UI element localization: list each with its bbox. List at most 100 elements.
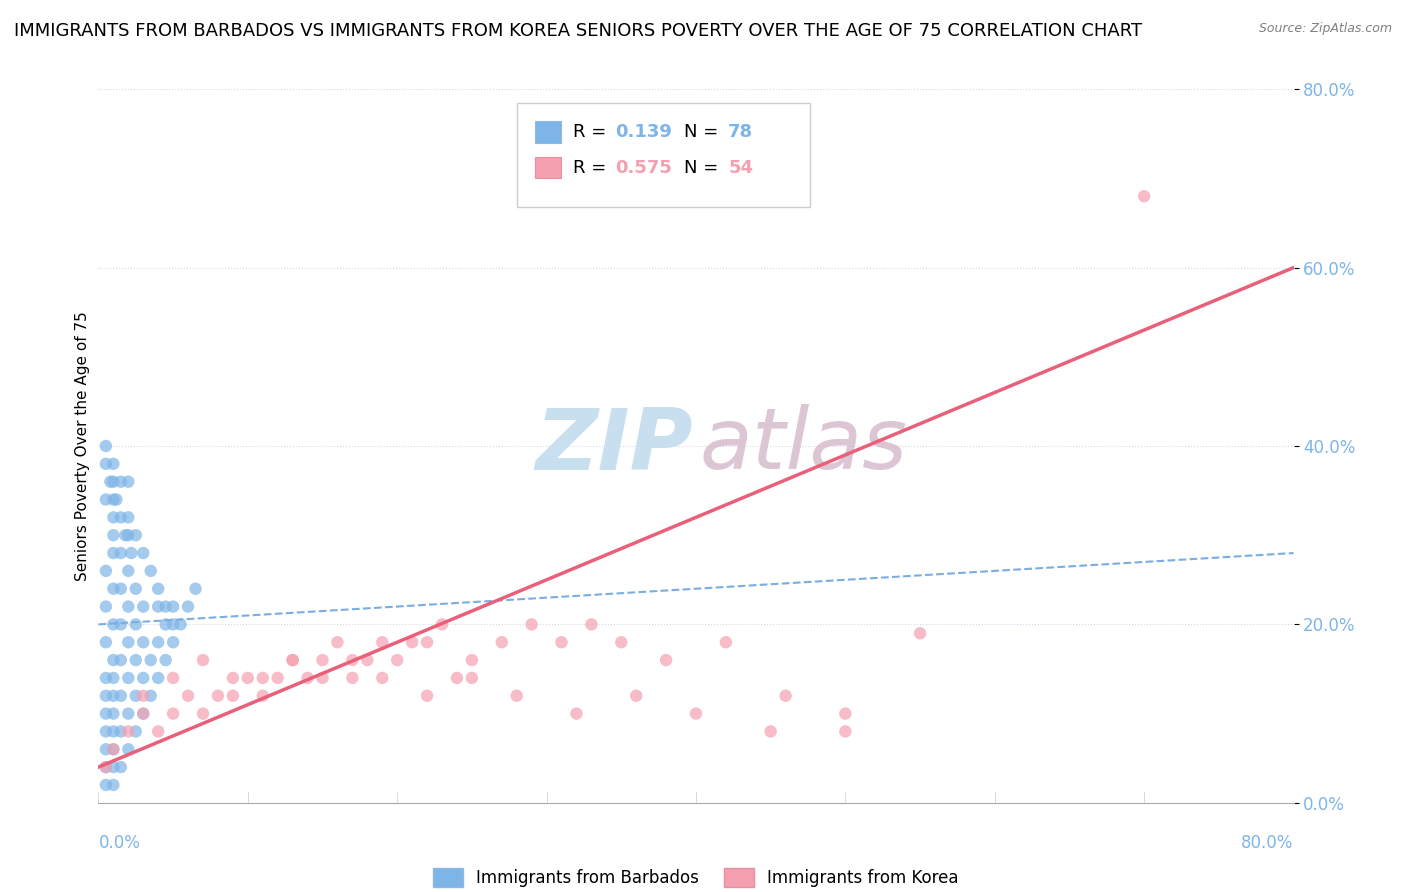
- Point: [120, 546, 142, 560]
- Point: [117, 724, 139, 739]
- Point: [94, 760, 117, 774]
- Point: [117, 635, 139, 649]
- Point: [117, 528, 139, 542]
- Point: [148, 671, 170, 685]
- Text: 80.0%: 80.0%: [1241, 834, 1294, 852]
- Point: [117, 475, 139, 489]
- Point: [520, 617, 543, 632]
- Point: [103, 475, 125, 489]
- Point: [117, 706, 139, 721]
- Point: [162, 599, 184, 614]
- Point: [162, 635, 184, 649]
- Point: [117, 671, 139, 685]
- Point: [155, 617, 177, 632]
- Point: [94, 599, 117, 614]
- Point: [371, 635, 394, 649]
- Point: [177, 599, 200, 614]
- Point: [132, 706, 155, 721]
- Point: [132, 546, 155, 560]
- Point: [94, 671, 117, 685]
- Point: [125, 617, 148, 632]
- Point: [506, 689, 529, 703]
- Text: R =: R =: [572, 123, 612, 141]
- Point: [655, 653, 678, 667]
- Point: [430, 617, 453, 632]
- Point: [139, 564, 162, 578]
- Text: N =: N =: [685, 159, 724, 177]
- Point: [103, 546, 125, 560]
- Point: [98, 475, 122, 489]
- Text: IMMIGRANTS FROM BARBADOS VS IMMIGRANTS FROM KOREA SENIORS POVERTY OVER THE AGE O: IMMIGRANTS FROM BARBADOS VS IMMIGRANTS F…: [14, 22, 1142, 40]
- Point: [162, 617, 184, 632]
- Point: [103, 653, 125, 667]
- FancyBboxPatch shape: [534, 121, 561, 143]
- Point: [311, 653, 333, 667]
- Point: [775, 689, 797, 703]
- Point: [103, 671, 125, 685]
- Point: [236, 671, 259, 685]
- Point: [155, 653, 177, 667]
- Point: [281, 653, 304, 667]
- Text: N =: N =: [685, 123, 724, 141]
- Point: [103, 742, 125, 756]
- Point: [103, 510, 125, 524]
- Point: [565, 706, 588, 721]
- Point: [132, 671, 155, 685]
- Y-axis label: Seniors Poverty Over the Age of 75: Seniors Poverty Over the Age of 75: [75, 311, 90, 581]
- Point: [94, 439, 117, 453]
- Point: [252, 689, 274, 703]
- Point: [117, 599, 139, 614]
- Point: [207, 689, 229, 703]
- Point: [342, 671, 364, 685]
- Point: [110, 760, 132, 774]
- Point: [94, 742, 117, 756]
- Point: [148, 635, 170, 649]
- Point: [148, 582, 170, 596]
- Point: [125, 653, 148, 667]
- Point: [103, 492, 125, 507]
- Point: [110, 475, 132, 489]
- Point: [117, 742, 139, 756]
- Point: [416, 635, 439, 649]
- Point: [103, 582, 125, 596]
- Point: [94, 706, 117, 721]
- Point: [581, 617, 603, 632]
- Point: [834, 724, 856, 739]
- Text: atlas: atlas: [700, 404, 907, 488]
- Point: [132, 599, 155, 614]
- Point: [94, 564, 117, 578]
- Point: [103, 706, 125, 721]
- Point: [110, 617, 132, 632]
- Point: [139, 689, 162, 703]
- Text: 0.575: 0.575: [614, 159, 672, 177]
- Point: [94, 457, 117, 471]
- Point: [110, 653, 132, 667]
- Point: [132, 635, 155, 649]
- Point: [311, 671, 333, 685]
- Point: [326, 635, 349, 649]
- Point: [103, 617, 125, 632]
- Point: [94, 778, 117, 792]
- Point: [125, 582, 148, 596]
- Point: [162, 706, 184, 721]
- Point: [222, 671, 245, 685]
- Point: [461, 671, 484, 685]
- Point: [281, 653, 304, 667]
- FancyBboxPatch shape: [534, 157, 561, 178]
- Text: 0.0%: 0.0%: [98, 834, 141, 852]
- Point: [342, 653, 364, 667]
- Point: [103, 724, 125, 739]
- Point: [908, 626, 931, 640]
- Point: [132, 689, 155, 703]
- Point: [110, 510, 132, 524]
- Point: [371, 671, 394, 685]
- Point: [191, 653, 214, 667]
- Point: [267, 671, 290, 685]
- Point: [110, 689, 132, 703]
- Point: [94, 760, 117, 774]
- Point: [162, 671, 184, 685]
- Point: [685, 706, 707, 721]
- Point: [177, 689, 200, 703]
- Point: [110, 582, 132, 596]
- Point: [491, 635, 513, 649]
